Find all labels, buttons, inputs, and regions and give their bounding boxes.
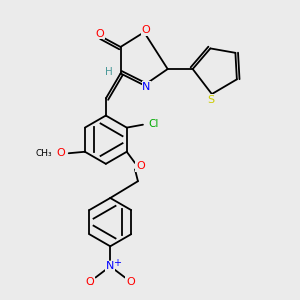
Text: O: O [136,161,145,171]
Text: N: N [106,261,114,271]
Text: N: N [142,82,151,92]
Text: +: + [113,258,121,268]
Text: Cl: Cl [148,119,158,129]
Text: O: O [126,277,135,286]
Text: O: O [86,277,94,286]
Text: S: S [207,95,214,105]
Text: O: O [56,148,65,158]
Text: H: H [106,67,113,77]
Text: ⁻: ⁻ [87,282,93,292]
Text: O: O [96,29,104,39]
Text: O: O [141,25,150,35]
Text: CH₃: CH₃ [36,149,52,158]
